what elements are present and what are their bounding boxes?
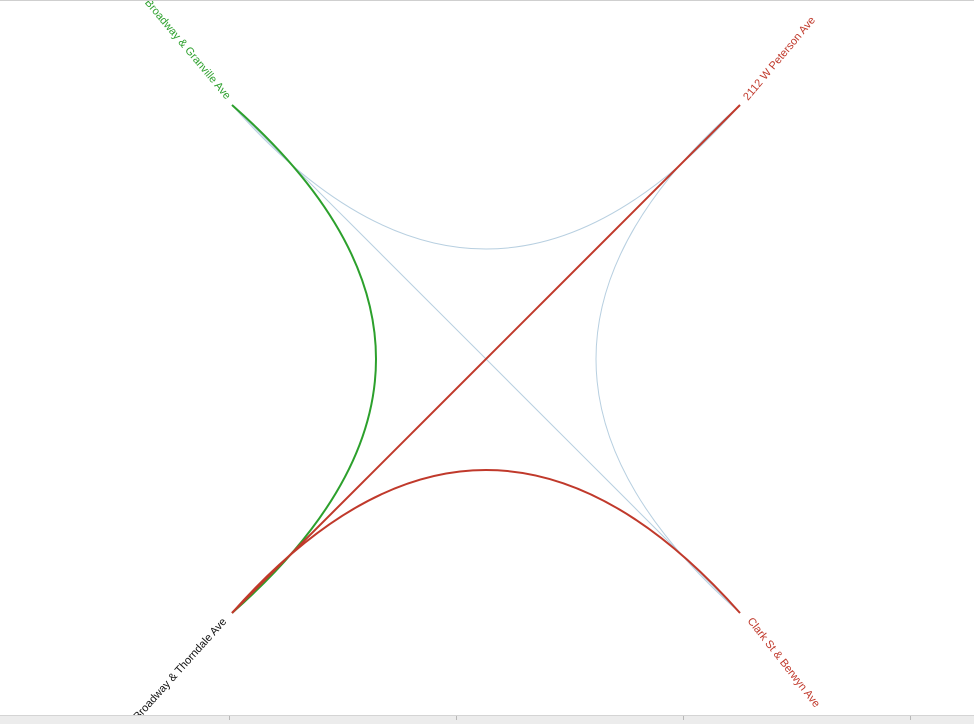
edge-thorndale-peterson: [231, 104, 741, 614]
node-label-granville[interactable]: Broadway & Granville Ave: [142, 1, 233, 102]
edge-granville-peterson: [231, 104, 741, 250]
edge-peterson-berwyn: [595, 104, 741, 614]
axis-tick: [683, 716, 684, 720]
horizontal-scrollbar[interactable]: [0, 715, 974, 724]
axis-tick: [456, 716, 457, 720]
axis-tick: [229, 716, 230, 720]
node-label-peterson[interactable]: 2112 W Peterson Ave: [741, 14, 818, 102]
axis-tick: [910, 716, 911, 720]
node-label-thorndale[interactable]: Broadway & Thorndale Ave: [131, 616, 229, 723]
edge-granville-thorndale: [231, 104, 377, 614]
node-label-berwyn[interactable]: Clark St & Berwyn Ave: [745, 615, 822, 709]
edge-thorndale-berwyn: [231, 469, 741, 614]
